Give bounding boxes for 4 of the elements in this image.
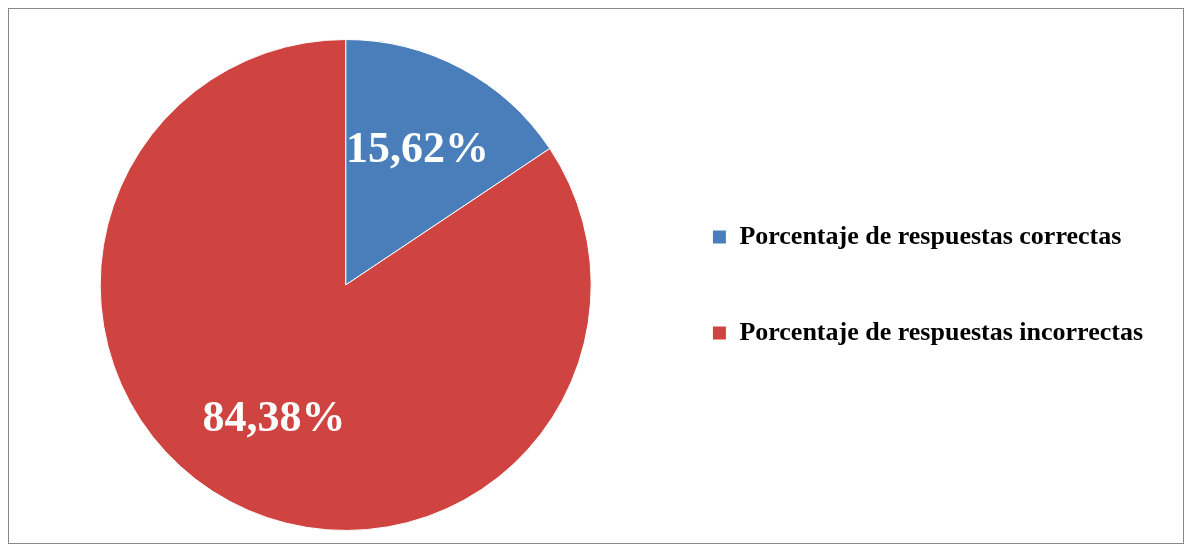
data-label: 15,62% xyxy=(345,123,489,173)
data-label: 84,38% xyxy=(202,391,346,441)
legend-label: Porcentaje de respuestas correctas xyxy=(739,220,1122,250)
legend-label: Porcentaje de respuestas incorrectas xyxy=(739,316,1143,346)
